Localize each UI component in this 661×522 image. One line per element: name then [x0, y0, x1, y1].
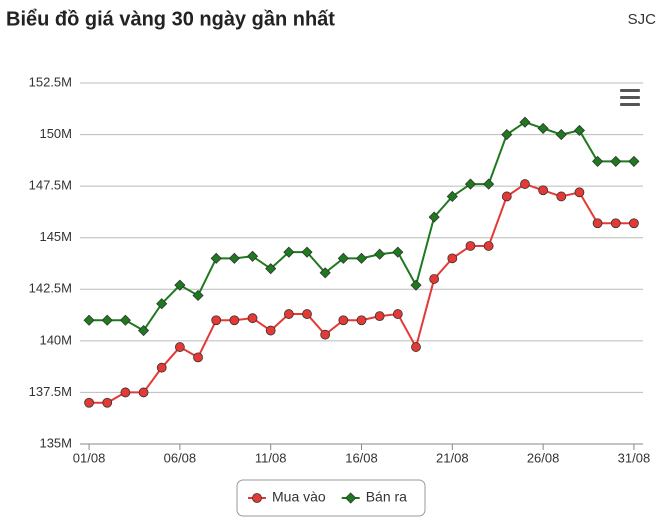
point [610, 218, 621, 229]
point [629, 218, 639, 229]
point [392, 246, 404, 258]
point [483, 241, 494, 251]
x-tick-label: 26/08 [527, 450, 560, 465]
point [283, 246, 295, 258]
point [192, 289, 204, 302]
y-tick-label: 137.5M [29, 384, 72, 399]
point [392, 309, 403, 319]
legend-marker [252, 493, 262, 503]
point [410, 279, 422, 291]
point [519, 116, 531, 128]
point [138, 387, 149, 398]
point [338, 315, 349, 326]
point [465, 241, 476, 251]
x-tick-label: 21/08 [436, 450, 469, 465]
point [592, 155, 604, 167]
legend-label: Bán ra [366, 489, 407, 505]
chart-title: Biểu đồ giá vàng 30 ngày gần nhất [6, 8, 335, 30]
point [537, 122, 549, 134]
point [428, 211, 440, 223]
point [302, 309, 312, 319]
point [374, 248, 386, 260]
point [247, 313, 258, 324]
chart-subtitle: SJC [628, 11, 657, 28]
point [337, 252, 349, 264]
point [556, 191, 567, 202]
point [211, 315, 222, 326]
point [101, 314, 113, 326]
point [501, 191, 512, 202]
point [137, 324, 150, 337]
point [610, 155, 622, 167]
point [520, 179, 530, 189]
y-tick-label: 145M [39, 229, 72, 244]
x-tick-label: 31/08 [618, 450, 651, 465]
x-tick-label: 11/08 [255, 450, 287, 465]
y-tick-label: 152.5M [29, 74, 72, 89]
point [374, 311, 385, 322]
point [574, 187, 585, 198]
point [356, 315, 367, 326]
legend-label: Mua vào [272, 489, 326, 505]
point [628, 155, 640, 167]
y-tick-label: 135M [39, 435, 72, 450]
point [84, 397, 94, 408]
point [265, 325, 276, 336]
point [102, 397, 113, 408]
x-tick-label: 01/08 [73, 450, 106, 465]
x-tick-label: 06/08 [164, 450, 197, 465]
point [501, 129, 513, 141]
point [301, 246, 313, 258]
point [446, 190, 458, 203]
point [320, 329, 331, 340]
point [538, 185, 549, 196]
y-tick-label: 140M [39, 332, 72, 347]
point [265, 263, 277, 275]
point [210, 252, 222, 264]
point [319, 267, 331, 279]
point [228, 252, 240, 264]
point [229, 315, 240, 326]
legend-marker [345, 492, 357, 504]
point [174, 279, 186, 291]
point [429, 274, 440, 284]
series-line [89, 121, 634, 332]
point [156, 298, 168, 310]
y-tick-label: 147.5M [29, 178, 72, 193]
point [411, 342, 421, 352]
point [464, 178, 477, 190]
point [447, 253, 458, 264]
y-tick-label: 150M [39, 126, 72, 141]
point [483, 178, 495, 190]
menu-bar [620, 89, 640, 92]
point [246, 250, 259, 262]
menu-bar [620, 103, 640, 106]
point [555, 129, 567, 141]
point [156, 362, 167, 373]
point [592, 218, 603, 229]
point [83, 314, 95, 326]
point [283, 309, 294, 319]
point [355, 252, 368, 264]
menu-button[interactable] [618, 86, 642, 108]
point [119, 314, 131, 326]
x-tick-label: 16/08 [345, 450, 378, 465]
point [174, 342, 185, 352]
point [120, 387, 131, 398]
point [193, 352, 203, 363]
menu-bar [620, 96, 640, 99]
point [573, 124, 586, 137]
legend-box [236, 479, 426, 517]
y-tick-label: 142.5M [29, 281, 72, 296]
